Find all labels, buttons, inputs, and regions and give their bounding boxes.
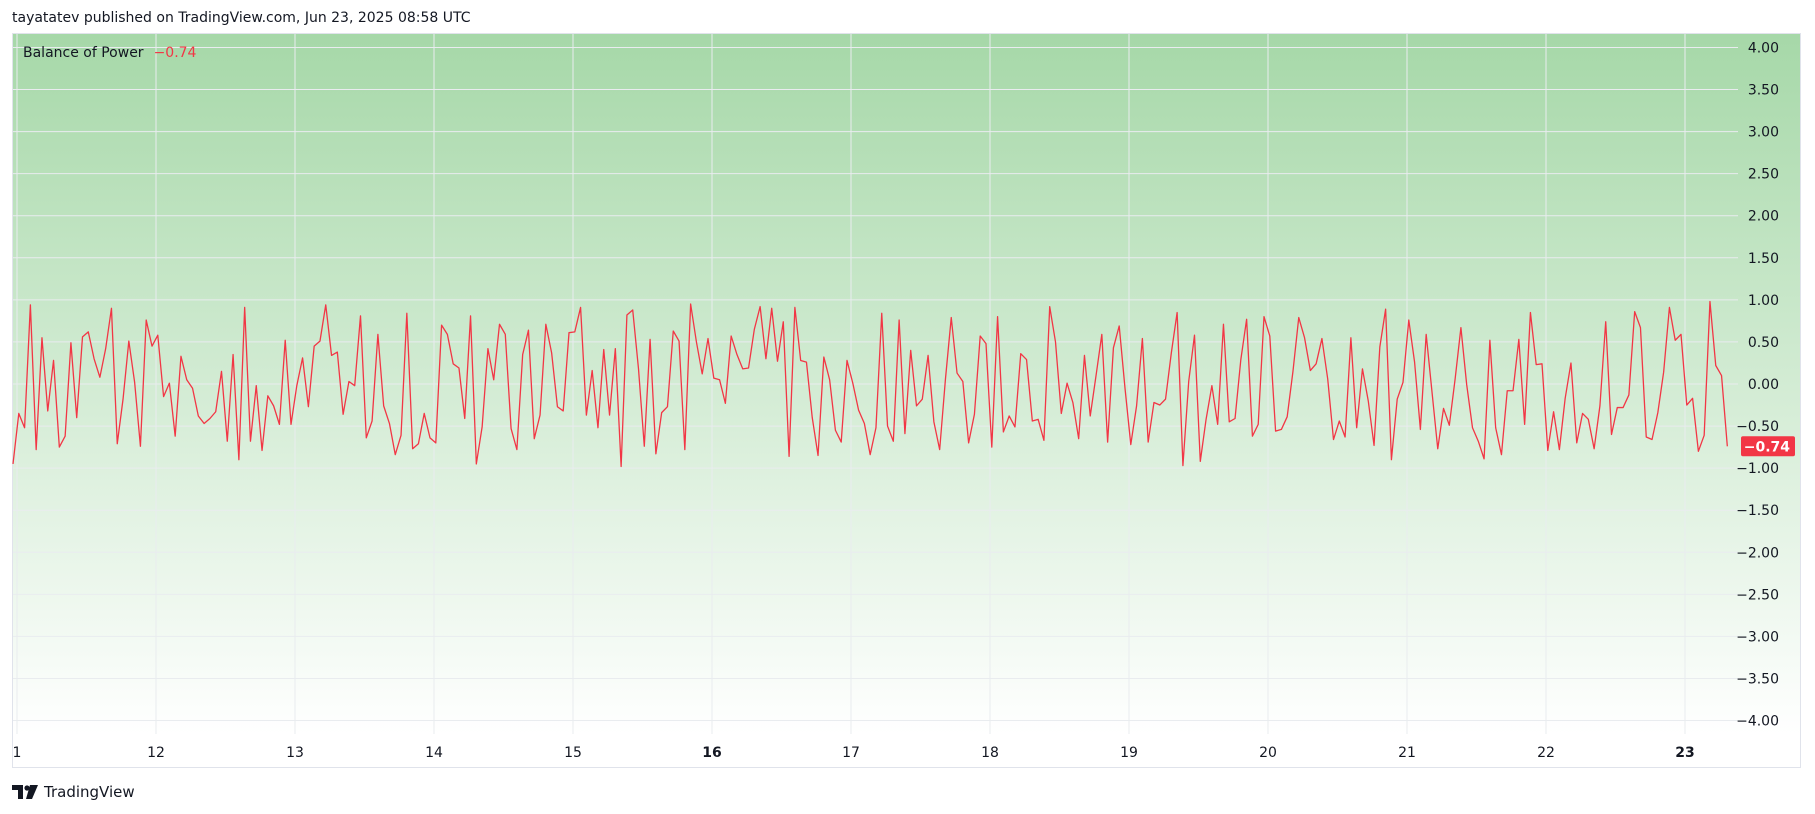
y-tick-label: 3.00 — [1748, 125, 1779, 141]
indicator-name: Balance of Power — [23, 45, 144, 61]
y-tick-label: 4.00 — [1748, 40, 1779, 56]
x-tick-label: 20 — [1259, 745, 1277, 761]
x-tick-label: 14 — [425, 745, 443, 761]
y-tick-label: −2.50 — [1736, 587, 1779, 603]
x-tick-label: 18 — [981, 745, 999, 761]
y-tick-label: −3.50 — [1736, 671, 1779, 687]
x-tick-label: 21 — [1398, 745, 1416, 761]
bop-series-line — [12, 300, 1728, 468]
x-tick-label: 19 — [1120, 745, 1138, 761]
y-axis[interactable]: 4.00 3.50 3.00 2.50 2.00 1.50 1.00 0.50 0.00 −0.5… — [1736, 40, 1779, 729]
publish-info: tayatatev published on TradingView.com, … — [12, 10, 471, 26]
chart-frame[interactable] — [12, 33, 1801, 768]
last-value-badge — [1741, 436, 1795, 457]
y-tick-label: −2.00 — [1736, 545, 1779, 561]
x-tick-label: 22 — [1537, 745, 1555, 761]
last-value-badge-layer: −0.74 — [1741, 436, 1795, 457]
y-tick-label: 0.50 — [1748, 335, 1779, 351]
x-tick-label: 16 — [702, 745, 721, 761]
x-axis[interactable]: 1 12 13 14 15 16 17 18 19 20 21 22 23 — [13, 745, 1695, 761]
y-tick-label: 3.50 — [1748, 83, 1779, 99]
y-tick-label: 1.50 — [1748, 251, 1779, 267]
y-tick-label: −1.50 — [1736, 503, 1779, 519]
grid — [13, 34, 1738, 734]
tradingview-logo-icon — [12, 785, 38, 799]
x-tick-label: 15 — [564, 745, 582, 761]
indicator-legend[interactable]: Balance of Power −0.74 — [23, 45, 196, 61]
last-value-label: −0.74 — [1744, 439, 1791, 455]
y-tick-label: −3.00 — [1736, 629, 1779, 645]
x-tick-label: 17 — [842, 745, 860, 761]
x-tick-label: 23 — [1675, 745, 1694, 761]
tradingview-brand[interactable]: TradingView — [12, 783, 135, 801]
y-tick-label: 2.50 — [1748, 167, 1779, 183]
y-tick-label: −0.50 — [1736, 419, 1779, 435]
y-tick-label: 2.00 — [1748, 209, 1779, 225]
series-layer — [12, 300, 1728, 468]
x-tick-label: 1 — [13, 745, 22, 761]
indicator-value: −0.74 — [153, 45, 197, 61]
x-tick-label: 13 — [286, 745, 304, 761]
x-tick-label: 12 — [147, 745, 165, 761]
y-tick-label: 1.00 — [1748, 293, 1779, 309]
y-tick-label: −4.00 — [1736, 714, 1779, 730]
y-tick-label: 0.00 — [1748, 377, 1779, 393]
y-tick-label: −1.00 — [1736, 461, 1779, 477]
tradingview-brand-label: TradingView — [44, 783, 135, 801]
